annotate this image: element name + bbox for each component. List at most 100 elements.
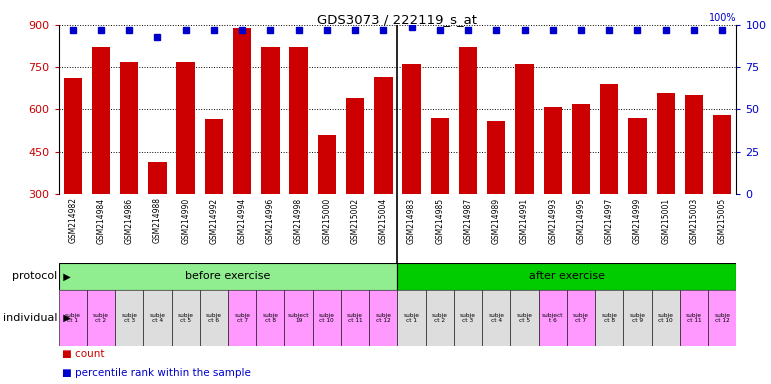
Bar <box>713 115 732 194</box>
Bar <box>539 290 567 346</box>
Text: GSM214989: GSM214989 <box>492 197 501 243</box>
Bar <box>515 65 534 194</box>
Text: GSM214997: GSM214997 <box>604 197 614 243</box>
Text: subje
ct 5: subje ct 5 <box>177 313 194 323</box>
Text: subje
ct 12: subje ct 12 <box>714 313 730 323</box>
Bar <box>431 118 449 194</box>
Text: GSM215003: GSM215003 <box>689 197 699 243</box>
Bar <box>482 290 510 346</box>
Bar <box>115 290 143 346</box>
Text: GDS3073 / 222119_s_at: GDS3073 / 222119_s_at <box>318 13 477 26</box>
Bar <box>313 290 341 346</box>
Text: GSM215000: GSM215000 <box>322 197 332 243</box>
Bar <box>708 290 736 346</box>
Bar <box>487 121 506 194</box>
Bar <box>177 61 195 194</box>
Bar <box>148 162 167 194</box>
Text: subje
ct 7: subje ct 7 <box>234 313 250 323</box>
Text: GSM214999: GSM214999 <box>633 197 642 243</box>
Text: subje
ct 4: subje ct 4 <box>488 313 504 323</box>
Text: GSM214995: GSM214995 <box>577 197 585 243</box>
Bar <box>595 290 623 346</box>
Text: GSM215005: GSM215005 <box>718 197 727 243</box>
Bar <box>572 104 590 194</box>
Bar <box>623 290 651 346</box>
Text: subje
ct 8: subje ct 8 <box>601 313 618 323</box>
Bar <box>397 263 736 290</box>
Text: ■ percentile rank within the sample: ■ percentile rank within the sample <box>62 368 251 378</box>
Text: GSM214996: GSM214996 <box>266 197 275 243</box>
Bar <box>200 290 228 346</box>
Text: subje
ct 1: subje ct 1 <box>65 313 81 323</box>
Bar <box>397 290 426 346</box>
Text: subject
t 6: subject t 6 <box>542 313 564 323</box>
Text: subje
ct 4: subje ct 4 <box>150 313 166 323</box>
Text: GSM215001: GSM215001 <box>662 197 670 243</box>
Text: GSM214998: GSM214998 <box>294 197 303 243</box>
Bar <box>544 107 562 194</box>
Text: GSM214984: GSM214984 <box>96 197 106 243</box>
Bar <box>92 48 110 194</box>
Text: subje
ct 6: subje ct 6 <box>206 313 222 323</box>
Bar <box>261 48 280 194</box>
Text: after exercise: after exercise <box>529 271 605 281</box>
Bar <box>318 135 336 194</box>
Text: GSM214992: GSM214992 <box>210 197 218 243</box>
Text: subje
ct 10: subje ct 10 <box>319 313 335 323</box>
Text: subje
ct 1: subje ct 1 <box>403 313 419 323</box>
Text: subje
ct 5: subje ct 5 <box>517 313 533 323</box>
Bar <box>369 290 397 346</box>
Bar <box>143 290 171 346</box>
Text: subje
ct 2: subje ct 2 <box>93 313 109 323</box>
Text: GSM214990: GSM214990 <box>181 197 190 243</box>
Text: subje
ct 11: subje ct 11 <box>347 313 363 323</box>
Bar <box>63 78 82 194</box>
Text: GSM215004: GSM215004 <box>379 197 388 243</box>
Text: GSM214993: GSM214993 <box>548 197 557 243</box>
Text: GSM214994: GSM214994 <box>237 197 247 243</box>
Bar <box>120 61 138 194</box>
Text: before exercise: before exercise <box>185 271 271 281</box>
Text: subject
19: subject 19 <box>288 313 309 323</box>
Bar <box>657 93 675 194</box>
Text: subje
ct 3: subje ct 3 <box>460 313 476 323</box>
Bar <box>651 290 680 346</box>
Bar <box>346 98 364 194</box>
Text: GSM214985: GSM214985 <box>436 197 444 243</box>
Text: 100%: 100% <box>709 13 736 23</box>
Bar <box>510 290 539 346</box>
Text: GSM214986: GSM214986 <box>125 197 133 243</box>
Bar <box>59 263 397 290</box>
Bar <box>289 48 308 194</box>
Bar <box>205 119 223 194</box>
Bar <box>233 28 251 194</box>
Bar <box>284 290 313 346</box>
Text: subje
ct 2: subje ct 2 <box>432 313 448 323</box>
Bar <box>680 290 708 346</box>
Text: subje
ct 11: subje ct 11 <box>686 313 702 323</box>
Text: GSM214991: GSM214991 <box>520 197 529 243</box>
Text: GSM214982: GSM214982 <box>68 197 77 243</box>
Text: GSM214983: GSM214983 <box>407 197 416 243</box>
Bar <box>59 290 87 346</box>
Bar <box>341 290 369 346</box>
Bar <box>171 290 200 346</box>
Bar <box>628 118 647 194</box>
Text: subje
ct 9: subje ct 9 <box>629 313 645 323</box>
Bar <box>402 65 421 194</box>
Bar <box>426 290 454 346</box>
Text: ▶: ▶ <box>57 313 71 323</box>
Bar <box>454 290 482 346</box>
Bar <box>685 95 703 194</box>
Bar <box>374 77 392 194</box>
Bar <box>228 290 256 346</box>
Text: subje
ct 12: subje ct 12 <box>375 313 392 323</box>
Bar <box>567 290 595 346</box>
Text: GSM214987: GSM214987 <box>463 197 473 243</box>
Bar <box>256 290 284 346</box>
Text: subje
ct 3: subje ct 3 <box>121 313 137 323</box>
Text: subje
ct 10: subje ct 10 <box>658 313 674 323</box>
Text: subje
ct 7: subje ct 7 <box>573 313 589 323</box>
Bar <box>459 48 477 194</box>
Bar <box>87 290 115 346</box>
